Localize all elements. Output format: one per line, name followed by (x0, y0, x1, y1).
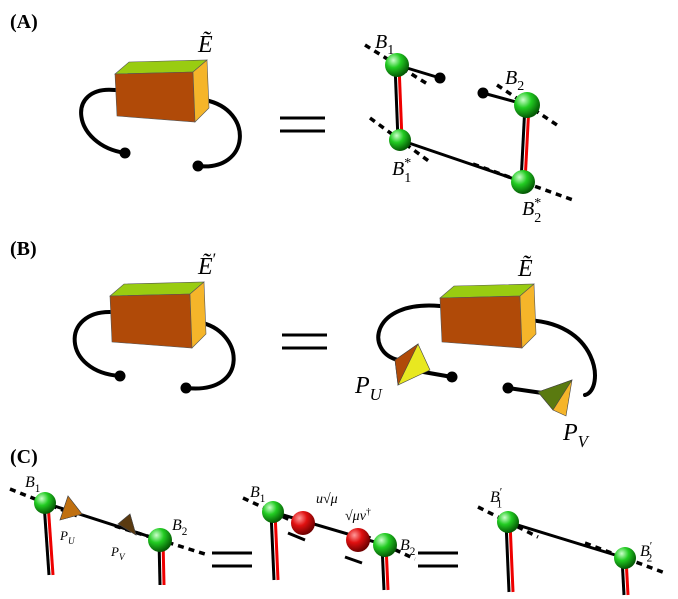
label-sub: 1 (35, 483, 41, 495)
label: PV (110, 544, 126, 562)
endpoint (181, 383, 192, 394)
label-base: P (59, 528, 68, 543)
label: PV (562, 420, 590, 451)
label: B1 (250, 484, 265, 505)
label: Ẽ (517, 256, 533, 282)
endpoint (435, 73, 446, 84)
label-base: B (505, 67, 517, 89)
tensor-front (110, 294, 192, 348)
green-node (34, 492, 56, 514)
label-base: Ẽ (197, 254, 213, 280)
label-base: P (354, 373, 370, 399)
label: (B) (10, 238, 37, 260)
red-node (346, 528, 370, 552)
green-node (148, 528, 172, 552)
label: B′1 (490, 487, 502, 511)
label-sub: 1 (260, 493, 266, 505)
green-node (511, 170, 535, 194)
endpoint (120, 148, 131, 159)
label-sup: * (404, 156, 411, 171)
label-sup: ′ (500, 487, 502, 499)
label-sub: 2 (410, 546, 416, 558)
label: (A) (10, 11, 38, 33)
label-sub: 2 (517, 79, 524, 94)
green-node (614, 547, 636, 569)
label-base: B (250, 484, 260, 501)
tensor-front (115, 72, 195, 122)
tensor-side (520, 284, 536, 348)
line (508, 522, 625, 558)
label-sub: U (68, 536, 76, 546)
label-base: B (25, 474, 35, 491)
endpoint (503, 383, 514, 394)
label-sub: 1 (404, 171, 411, 186)
label-sub: 1 (387, 43, 394, 58)
label: √μv† (345, 506, 371, 524)
green-node (389, 129, 411, 151)
line (345, 557, 362, 563)
label-sub: 1 (497, 499, 503, 511)
diagram-shapes (10, 45, 665, 595)
line (400, 140, 523, 182)
green-node (514, 92, 540, 118)
green-node (497, 511, 519, 533)
label-base: Ẽ (517, 256, 533, 282)
tensor-front (440, 296, 522, 348)
label-base: B (392, 158, 404, 180)
label: (C) (10, 446, 38, 468)
label-sub: 2 (647, 553, 653, 565)
projector-face (118, 514, 136, 535)
label-sub: V (119, 552, 126, 562)
label: Ẽ (197, 32, 213, 58)
label-sub: U (370, 385, 384, 404)
label: B*2 (522, 196, 541, 226)
label-base: B (172, 517, 182, 534)
label: Ẽ′ (197, 249, 216, 280)
endpoint (447, 372, 458, 383)
label: B*1 (392, 156, 411, 186)
label: PU (59, 528, 76, 546)
label: B1 (25, 474, 40, 495)
label: B2 (172, 517, 187, 538)
red-node (291, 511, 315, 535)
label-sup: ′ (650, 541, 652, 553)
label-sup: * (534, 196, 541, 211)
label-base: √μv (345, 509, 367, 524)
label-base: P (110, 544, 119, 559)
endpoint (115, 371, 126, 382)
label-base: B (522, 198, 534, 220)
label-sup: ′ (213, 249, 217, 268)
tensor-side (190, 282, 206, 348)
label-sub: V (578, 432, 590, 451)
label: PU (354, 373, 384, 404)
green-node (373, 533, 397, 557)
label-base: B (400, 537, 410, 554)
label-base: B (375, 31, 387, 53)
label: u√μ (316, 492, 338, 507)
label-base: u√μ (316, 492, 338, 507)
endpoint (193, 161, 204, 172)
endpoint (478, 88, 489, 99)
label-base: P (562, 420, 578, 446)
label-sub: 2 (182, 526, 188, 538)
label-sub: 2 (534, 211, 541, 226)
label: B2 (505, 67, 524, 94)
figure: (A)ẼB1B2B*1B*2(B)Ẽ′ẼPUPV(C)B1PUPVB2B1u√μ… (0, 0, 678, 599)
label-sup: † (366, 506, 371, 517)
label-base: Ẽ (197, 32, 213, 58)
label: B′2 (640, 541, 652, 565)
